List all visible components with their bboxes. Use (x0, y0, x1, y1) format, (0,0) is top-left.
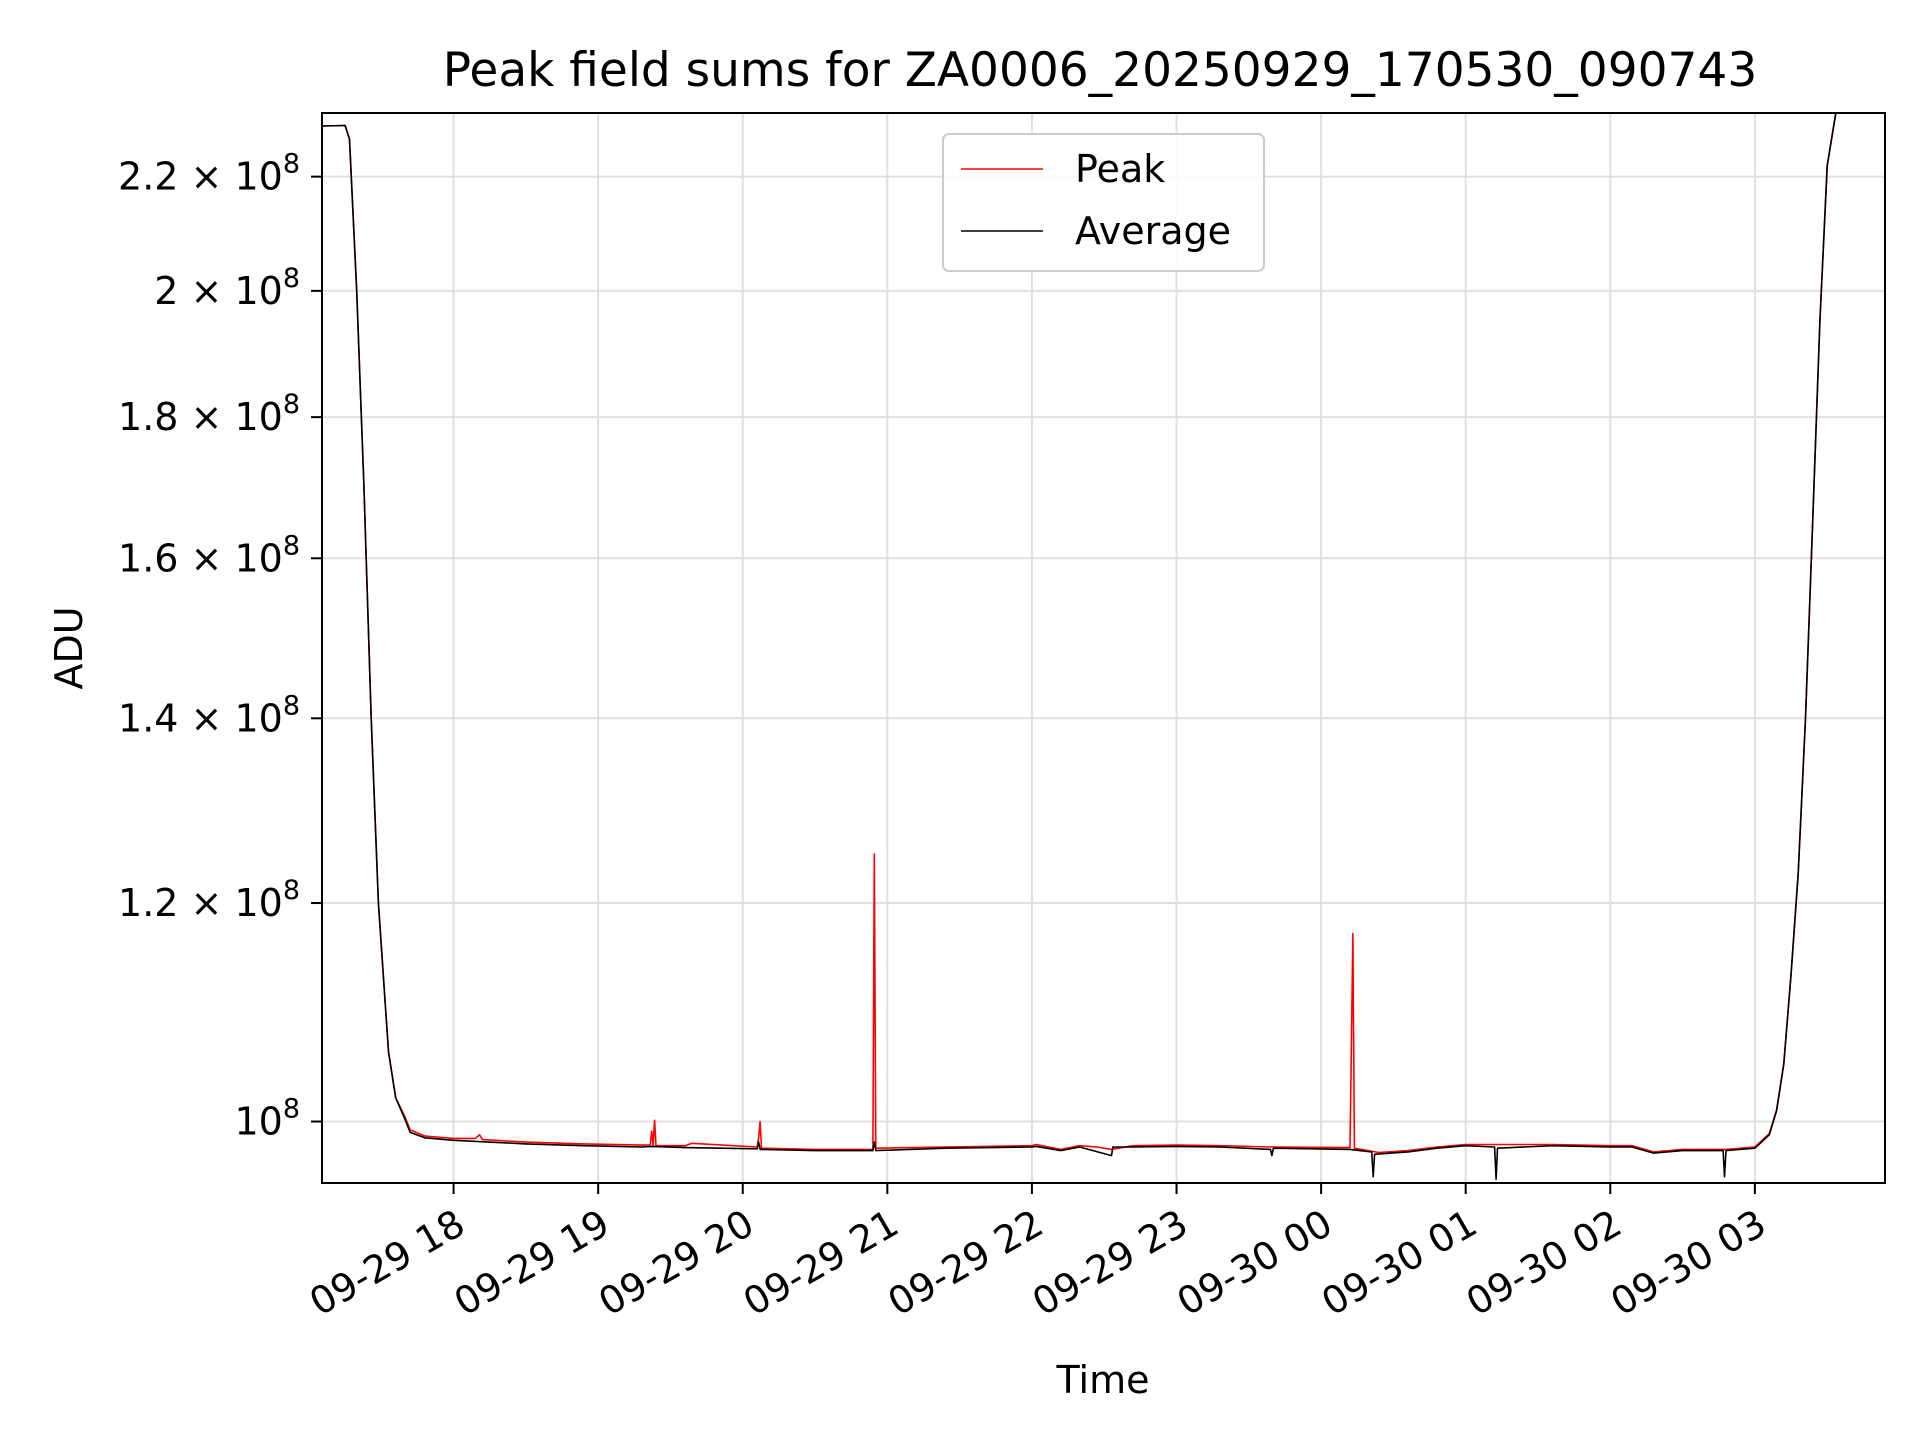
y-tick-mantissa: 10 (234, 1100, 282, 1144)
chart-title: Peak field sums for ZA0006_20250929_1705… (443, 43, 1757, 98)
y-tick-exponent: 8 (283, 1094, 300, 1125)
y-tick-exponent: 8 (283, 875, 300, 906)
series-line-peak (322, 113, 1885, 1154)
y-axis-label: ADU (47, 606, 91, 689)
y-tick-mantissa: 1.2 × 10 (118, 881, 283, 925)
y-tick-mantissa: 1.6 × 10 (118, 536, 283, 580)
y-tick-exponent: 8 (283, 690, 300, 721)
plot-frame (321, 112, 1886, 1184)
grid (322, 113, 1885, 1183)
legend-label-peak: Peak (1075, 147, 1165, 191)
y-tick-label: 1.4 × 108 (118, 690, 300, 740)
series-layer (322, 113, 1885, 1180)
y-tick-exponent: 8 (283, 530, 300, 561)
y-tick-mantissa: 2 × 10 (154, 269, 283, 313)
y-tick-label: 1.6 × 108 (118, 530, 300, 580)
y-tick-exponent: 8 (283, 389, 300, 420)
legend: Peak Average (942, 133, 1265, 272)
y-tick-label: 2 × 108 (154, 263, 300, 313)
y-tick-label: 108 (234, 1094, 300, 1144)
y-tick-label: 2.2 × 108 (118, 149, 300, 199)
y-tick-label: 1.2 × 108 (118, 875, 300, 925)
y-tick-label: 1.8 × 108 (118, 389, 300, 439)
series-line-average (322, 113, 1885, 1180)
y-tick-mantissa: 2.2 × 10 (118, 155, 283, 199)
legend-label-average: Average (1075, 209, 1231, 253)
y-tick-exponent: 8 (283, 149, 300, 180)
x-axis-label: Time (1056, 1358, 1150, 1402)
y-tick-exponent: 8 (283, 263, 300, 294)
y-tick-mantissa: 1.8 × 10 (118, 395, 283, 439)
y-tick-mantissa: 1.4 × 10 (118, 696, 283, 740)
